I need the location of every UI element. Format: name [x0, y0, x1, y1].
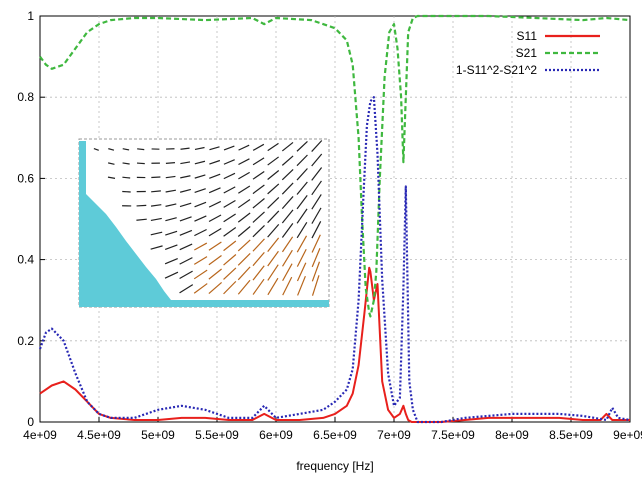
y-tick-label: 0.8: [17, 90, 34, 104]
x-tick-label: 4e+09: [23, 428, 57, 442]
y-tick-label: 0.4: [17, 253, 34, 267]
x-tick-label: 6e+09: [259, 428, 293, 442]
x-tick-label: 8e+09: [495, 428, 529, 442]
inset-vector-arrow: [137, 205, 147, 206]
x-tick-label: 7e+09: [377, 428, 411, 442]
x-tick-label: 8.5e+09: [549, 428, 593, 442]
y-tick-label: 1: [27, 9, 34, 23]
y-tick-label: 0: [27, 415, 34, 429]
x-tick-label: 5e+09: [141, 428, 175, 442]
x-axis-label: frequency [Hz]: [296, 459, 373, 473]
x-tick-label: 5.5e+09: [195, 428, 239, 442]
x-tick-label: 9e+09: [613, 428, 642, 442]
y-tick-label: 0.2: [17, 334, 34, 348]
x-tick-label: 4.5e+09: [77, 428, 121, 442]
inset-vector-arrow: [137, 149, 144, 150]
inset-vector-arrow: [122, 191, 130, 192]
y-tick-label: 0.6: [17, 171, 34, 185]
inset-vector-arrow: [166, 163, 175, 164]
legend-label: 1-S11^2-S21^2: [456, 63, 537, 77]
inset-vector-arrow: [137, 163, 145, 164]
vector-field-inset: [79, 139, 329, 307]
x-tick-label: 7.5e+09: [431, 428, 475, 442]
legend-label: S11: [517, 29, 538, 43]
legend-label: S21: [516, 46, 538, 60]
x-tick-label: 6.5e+09: [313, 428, 357, 442]
inset-vector-arrow: [122, 177, 130, 178]
